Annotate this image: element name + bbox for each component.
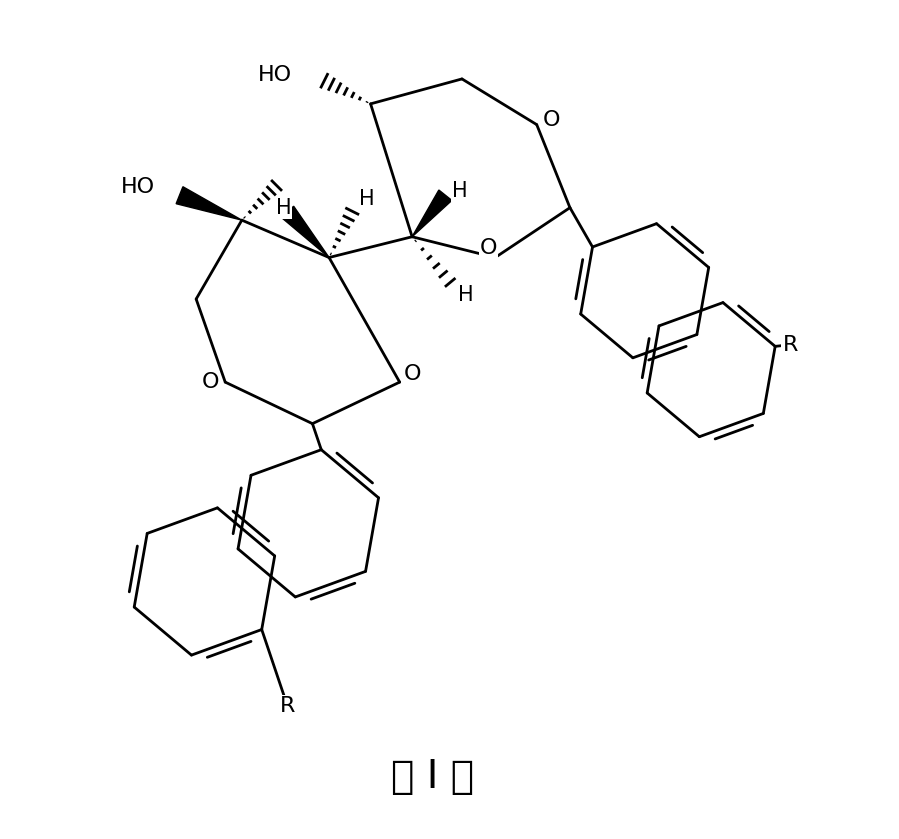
Text: H: H [276,198,291,217]
Text: R: R [280,696,295,716]
Text: O: O [404,364,421,383]
Text: R: R [782,335,797,355]
Text: O: O [201,373,219,392]
Text: H: H [452,181,468,201]
Text: HO: HO [120,177,155,197]
Polygon shape [412,190,452,237]
Polygon shape [176,187,242,220]
Text: O: O [543,111,560,130]
Text: HO: HO [257,65,291,85]
Text: （ I ）: （ I ） [391,758,475,795]
Polygon shape [281,206,329,258]
Text: O: O [480,237,497,258]
Text: H: H [458,285,474,305]
Text: H: H [359,190,374,210]
